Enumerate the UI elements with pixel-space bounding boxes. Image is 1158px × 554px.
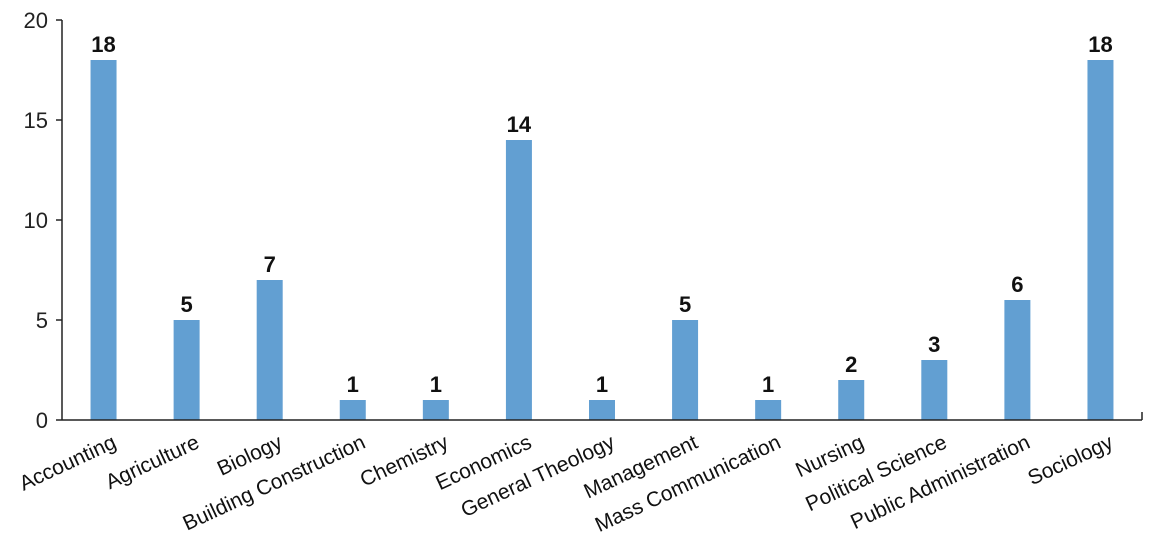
bar bbox=[339, 400, 366, 420]
data-label: 1 bbox=[430, 372, 442, 397]
category-label: Accounting bbox=[16, 431, 120, 496]
bars bbox=[90, 60, 1114, 420]
category-label: Agriculture bbox=[102, 431, 203, 494]
bar bbox=[505, 140, 532, 420]
data-label: 2 bbox=[845, 352, 857, 377]
bar bbox=[672, 320, 699, 420]
category-label: Sociology bbox=[1024, 431, 1117, 491]
data-label: 1 bbox=[347, 372, 359, 397]
bar bbox=[921, 360, 948, 420]
data-label: 18 bbox=[1088, 32, 1112, 57]
axes bbox=[61, 20, 1143, 421]
bar bbox=[256, 280, 283, 420]
data-labels: 18 5 7 1 1 14 1 5 1 2 3 6 18 bbox=[91, 32, 1112, 397]
data-label: 6 bbox=[1011, 272, 1023, 297]
bar bbox=[755, 400, 782, 420]
data-label: 14 bbox=[507, 112, 532, 137]
data-label: 1 bbox=[762, 372, 774, 397]
data-label: 3 bbox=[928, 332, 940, 357]
y-axis-ticks: 0 5 10 15 20 bbox=[24, 8, 62, 433]
bar bbox=[422, 400, 449, 420]
bar bbox=[173, 320, 200, 420]
bar bbox=[589, 400, 615, 420]
bar bbox=[1004, 300, 1031, 420]
y-tick-label: 15 bbox=[24, 108, 48, 133]
bar bbox=[90, 60, 117, 420]
bar bbox=[838, 380, 865, 420]
data-label: 18 bbox=[91, 32, 115, 57]
y-tick-label: 5 bbox=[36, 308, 48, 333]
y-tick-label: 10 bbox=[24, 208, 48, 233]
data-label: 5 bbox=[180, 292, 192, 317]
bar bbox=[1087, 60, 1114, 420]
data-label: 7 bbox=[264, 252, 276, 277]
y-tick-label: 20 bbox=[24, 8, 48, 33]
y-tick-label: 0 bbox=[36, 408, 48, 433]
data-label: 1 bbox=[596, 372, 608, 397]
data-label: 5 bbox=[679, 292, 691, 317]
